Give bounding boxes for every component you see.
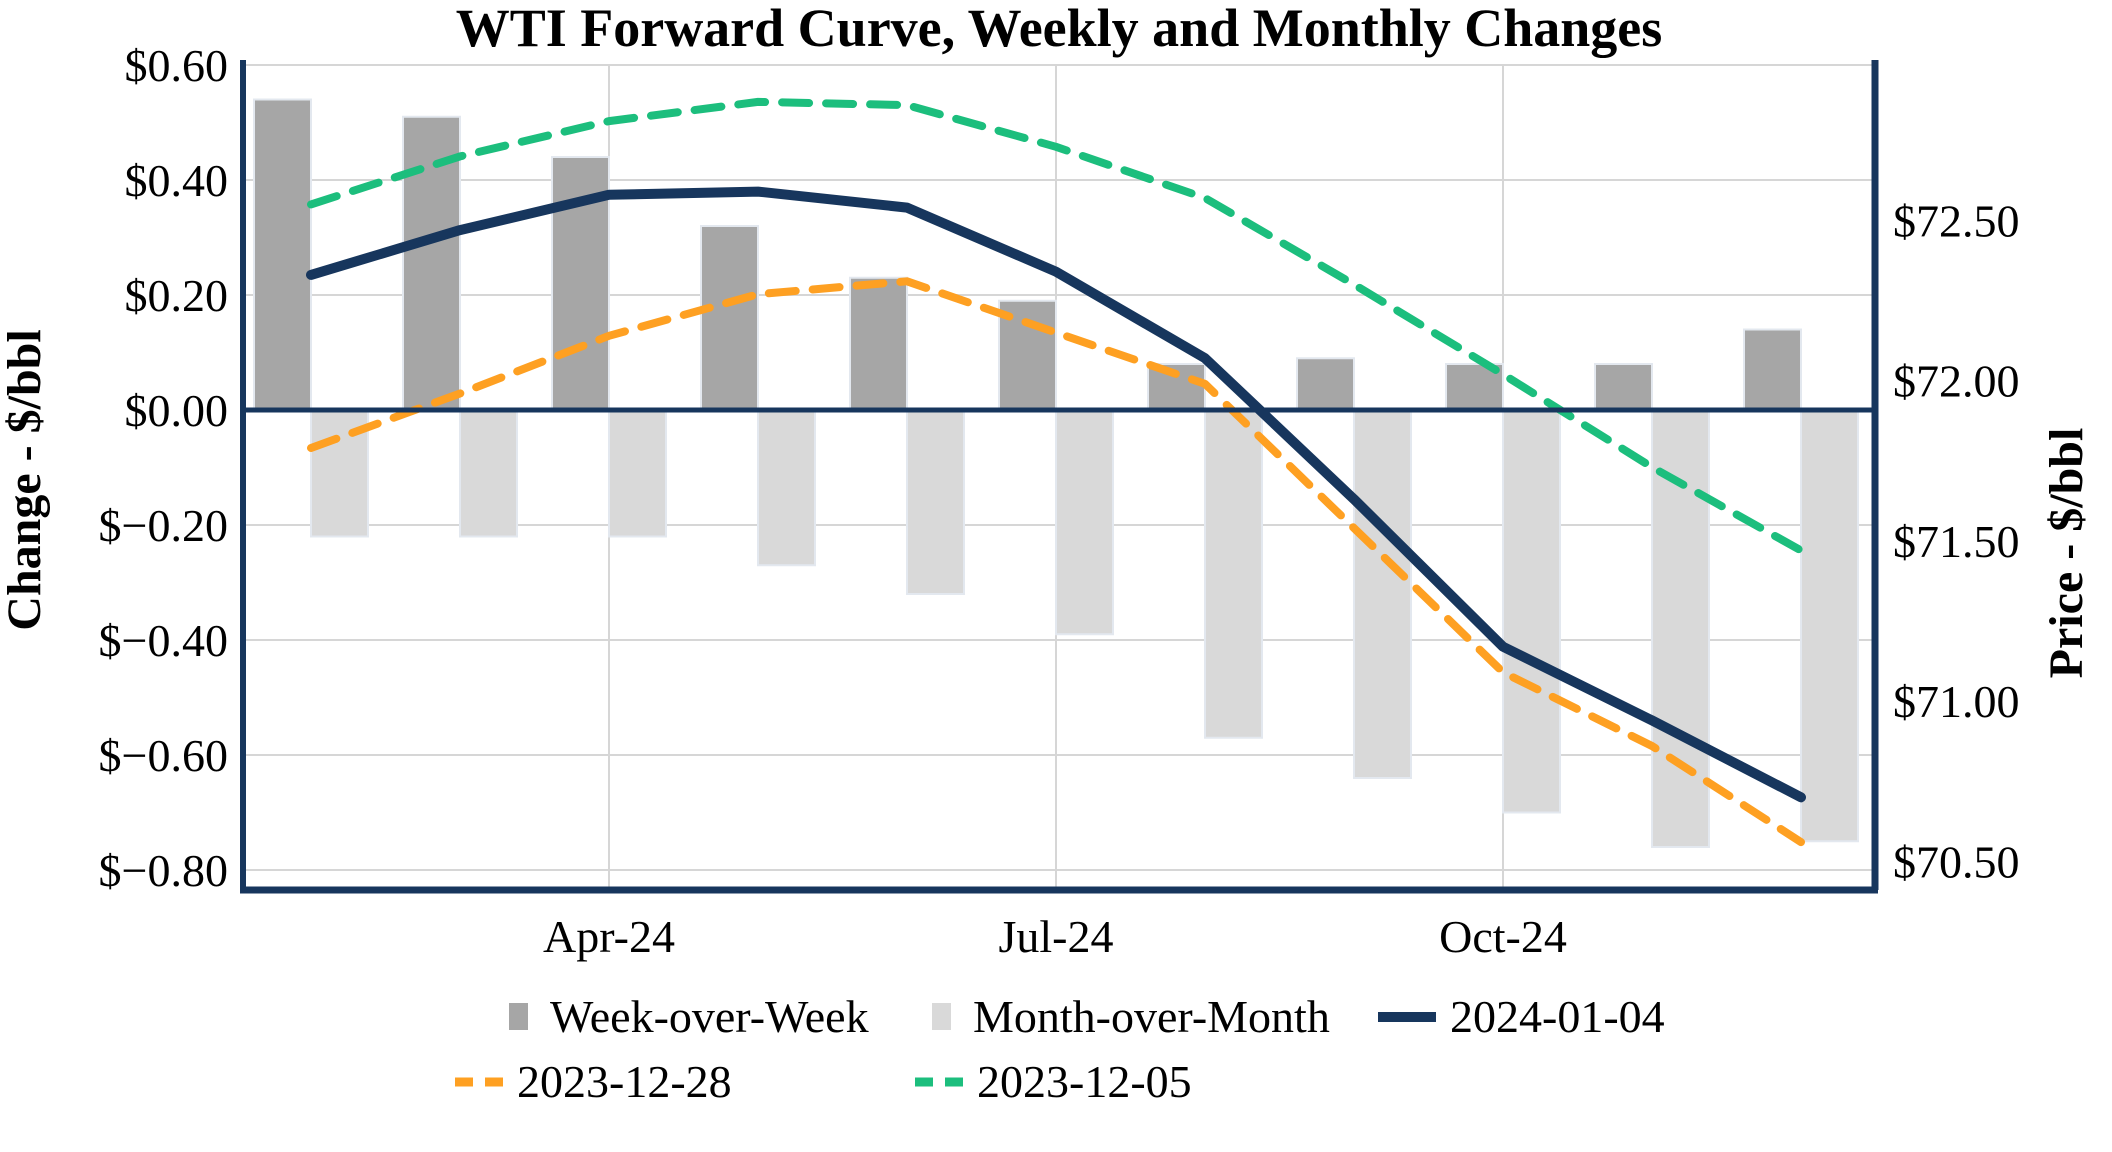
bar-month-over-month xyxy=(1502,409,1561,814)
line-layer xyxy=(306,97,1806,847)
bar-week-over-week xyxy=(1594,363,1653,411)
left-axis-title: Change - $/bbl xyxy=(0,329,51,630)
legend-label: Week-over-Week xyxy=(550,991,869,1042)
line-2023-12-05 xyxy=(307,97,1805,555)
x-tick-label: Jul-24 xyxy=(999,911,1114,962)
left-tick-label: $0.60 xyxy=(125,40,229,91)
x-tick-label: Oct-24 xyxy=(1439,911,1567,962)
line-2024-01-04 xyxy=(306,186,1806,803)
legend-item-2024-01-04: 2024-01-04 xyxy=(1378,991,1665,1042)
bar-layer xyxy=(253,98,1859,848)
legend-item-2023-12-28: 2023-12-28 xyxy=(455,1056,732,1107)
bar-month-over-month xyxy=(757,409,816,567)
legend-item-2023-12-05: 2023-12-05 xyxy=(915,1056,1192,1107)
bar-month-over-month xyxy=(1353,409,1412,779)
legend-item-week-over-week: Week-over-Week xyxy=(509,991,869,1042)
right-axis-title: Price - $/bbl xyxy=(2040,428,2093,679)
bar-week-over-week xyxy=(1296,357,1355,411)
bar-week-over-week xyxy=(700,225,759,411)
bar-month-over-month xyxy=(459,409,518,538)
legend-label: 2023-12-05 xyxy=(977,1056,1192,1107)
bar-month-over-month xyxy=(1204,409,1263,739)
right-tick-label: $71.00 xyxy=(1893,676,2020,727)
right-tick-label: $70.50 xyxy=(1893,836,2020,887)
chart-title: WTI Forward Curve, Weekly and Monthly Ch… xyxy=(456,0,1663,58)
left-tick-label: $0.40 xyxy=(125,155,229,206)
bar-week-over-week xyxy=(402,115,461,411)
left-tick-label: $0.20 xyxy=(125,270,229,321)
legend-item-month-over-month: Month-over-Month xyxy=(932,991,1330,1042)
left-tick-label: $0.00 xyxy=(125,385,229,436)
bar-month-over-month xyxy=(1800,409,1859,843)
left-tick-label: $−0.20 xyxy=(99,500,228,551)
legend-label: Month-over-Month xyxy=(973,991,1330,1042)
legend-swatch-week-over-week xyxy=(509,1003,528,1030)
legend-label: 2023-12-28 xyxy=(517,1056,732,1107)
legend: Week-over-Week Month-over-Month 2024-01-04… xyxy=(455,991,1665,1107)
left-tick-label: $−0.40 xyxy=(99,615,228,666)
left-tick-label: $−0.80 xyxy=(99,845,228,896)
bar-month-over-month xyxy=(608,409,667,538)
x-tick-label: Apr-24 xyxy=(543,911,675,962)
line-2023-12-28 xyxy=(307,277,1805,847)
axis-layer xyxy=(240,60,1879,894)
right-tick-label: $72.50 xyxy=(1893,195,2020,246)
label-layer: $0.60 $0.40 $0.20 $0.00 $−0.20 $−0.40 $−0.60 $−… xyxy=(99,40,2020,962)
legend-swatch-month-over-month xyxy=(932,1003,951,1030)
right-tick-label: $72.00 xyxy=(1893,356,2020,407)
bar-week-over-week xyxy=(1743,328,1802,411)
left-tick-label: $−0.60 xyxy=(99,730,228,781)
bar-month-over-month xyxy=(1055,409,1114,636)
legend-label: 2024-01-04 xyxy=(1450,991,1665,1042)
bar-week-over-week xyxy=(253,98,312,411)
bar-month-over-month xyxy=(906,409,965,595)
bar-week-over-week xyxy=(849,276,908,411)
right-tick-label: $71.50 xyxy=(1893,516,2020,567)
